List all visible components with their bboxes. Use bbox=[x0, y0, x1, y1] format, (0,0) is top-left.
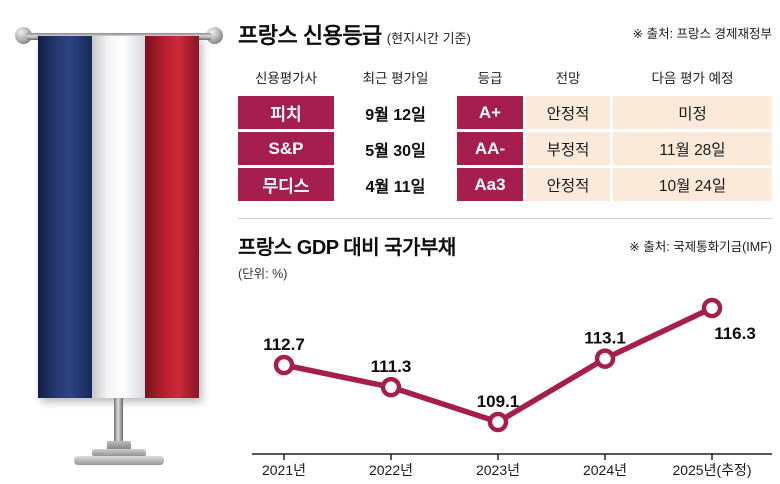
crossbar-right-knob bbox=[206, 27, 223, 44]
next-date-cell: 11월 28일 bbox=[613, 132, 772, 165]
col-header-rating: 등급 bbox=[477, 71, 503, 86]
credit-section-header: 프랑스 신용등급 (현지시간 기준) ※ 출처: 프랑스 경제재정부 bbox=[238, 18, 772, 50]
chart-value-label: 113.1 bbox=[584, 329, 626, 348]
agency-cell: S&P bbox=[238, 132, 334, 165]
flag-red-stripe bbox=[145, 36, 200, 398]
credit-section-title: 프랑스 신용등급 bbox=[238, 23, 382, 48]
outlook-cell: 안정적 bbox=[526, 96, 610, 129]
rating-cell: Aa3 bbox=[457, 168, 523, 201]
credit-rating-table: 신용평가사 최근 평가일 등급 전망 다음 평가 예정 피치 9월 12일 A+… bbox=[238, 63, 772, 201]
table-row: 무디스 4월 11일 Aa3 안정적 10월 24일 bbox=[238, 168, 772, 201]
chart-tick-label: 2022년 bbox=[369, 462, 413, 478]
date-cell: 5월 30일 bbox=[337, 132, 454, 165]
chart-tick-label: 2025년(추정) bbox=[672, 462, 751, 478]
rating-cell: AA- bbox=[457, 132, 523, 165]
chart-tick-label: 2023년 bbox=[476, 462, 520, 478]
credit-title-note: (현지시간 기준) bbox=[386, 31, 471, 46]
section-divider bbox=[238, 218, 772, 219]
chart-point bbox=[701, 297, 723, 319]
outlook-cell: 안정적 bbox=[526, 168, 610, 201]
agency-cell: 무디스 bbox=[238, 168, 334, 201]
chart-value-label: 112.7 bbox=[263, 335, 305, 354]
date-cell: 9월 12일 bbox=[337, 96, 454, 129]
chart-value-label: 116.3 bbox=[714, 324, 756, 343]
flag-stand-mid bbox=[92, 449, 146, 457]
debt-line-chart: 2021년 2022년 2023년 2024년 2025년(추정) 112.7 111.3 1… bbox=[252, 297, 772, 478]
table-row: S&P 5월 30일 AA- 부정적 11월 28일 bbox=[238, 132, 772, 165]
col-header-next: 다음 평가 예정 bbox=[651, 71, 734, 86]
credit-source-note: ※ 출처: 프랑스 경제재정부 bbox=[632, 27, 772, 41]
debt-section-title: 프랑스 GDP 대비 국가부채 bbox=[238, 237, 456, 259]
outlook-cell: 부정적 bbox=[526, 132, 610, 165]
debt-source-note: ※ 출처: 국제통화기금(IMF) bbox=[629, 240, 772, 254]
chart-point bbox=[380, 376, 402, 398]
agency-cell: 피치 bbox=[238, 96, 334, 129]
chart-point bbox=[594, 348, 616, 369]
next-date-cell: 10월 24일 bbox=[613, 168, 772, 201]
flag-stand-neck bbox=[107, 441, 131, 450]
chart-value-label: 109.1 bbox=[477, 392, 520, 411]
flag-white-stripe bbox=[91, 36, 146, 398]
date-cell: 4월 11일 bbox=[337, 168, 454, 201]
table-header-row: 신용평가사 최근 평가일 등급 전망 다음 평가 예정 bbox=[238, 63, 772, 91]
flag-blue-stripe bbox=[38, 36, 92, 398]
chart-value-label: 111.3 bbox=[371, 357, 412, 376]
unit-note: (단위: %) bbox=[238, 267, 288, 281]
chart-point bbox=[487, 411, 509, 433]
col-header-date: 최근 평가일 bbox=[362, 71, 429, 86]
col-header-agency: 신용평가사 bbox=[254, 71, 318, 86]
rating-cell: A+ bbox=[457, 96, 523, 129]
debt-section-header: 프랑스 GDP 대비 국가부채 ※ 출처: 국제통화기금(IMF) bbox=[238, 231, 772, 260]
flag-pole bbox=[114, 398, 123, 446]
france-flag-banner bbox=[0, 0, 232, 484]
next-date-cell: 미정 bbox=[613, 96, 772, 129]
table-row: 피치 9월 12일 A+ 안정적 미정 bbox=[238, 96, 772, 129]
chart-tick-label: 2021년 bbox=[262, 462, 306, 478]
france-flag bbox=[38, 36, 200, 398]
flag-stand-base bbox=[74, 456, 164, 465]
col-header-outlook: 전망 bbox=[555, 71, 581, 86]
main-content: 프랑스 신용등급 (현지시간 기준) ※ 출처: 프랑스 경제재정부 신용평가사… bbox=[238, 18, 772, 478]
chart-tick-label: 2024년 bbox=[583, 462, 627, 478]
chart-point bbox=[273, 354, 295, 376]
